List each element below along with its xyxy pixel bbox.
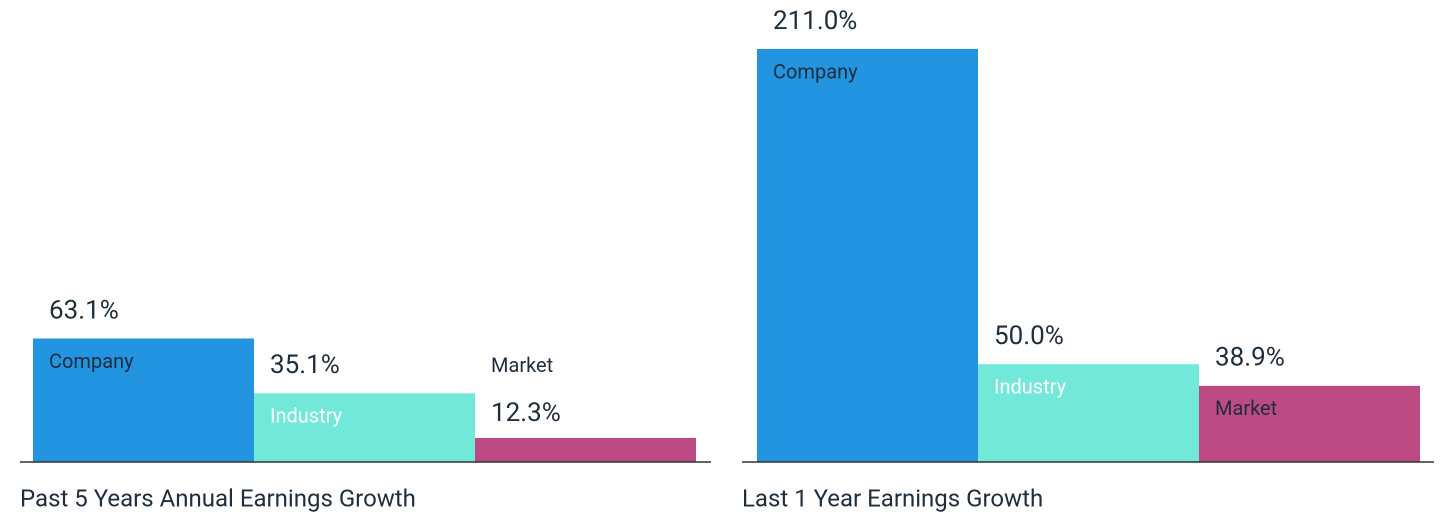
category-label: Market [1215, 396, 1277, 420]
category-label: Market [491, 353, 553, 377]
value-label: 63.1% [49, 295, 119, 325]
bar [1199, 385, 1420, 462]
chart-title: Last 1 Year Earnings Growth [742, 484, 1043, 512]
bar [475, 437, 696, 462]
value-label: 12.3% [491, 398, 561, 428]
bar [757, 49, 978, 462]
bar [33, 338, 254, 462]
chart-title: Past 5 Years Annual Earnings Growth [20, 484, 416, 512]
bar [978, 364, 1199, 462]
category-label: Industry [270, 404, 343, 428]
category-label: Company [773, 59, 858, 83]
value-label: 35.1% [270, 350, 340, 380]
category-label: Industry [994, 374, 1067, 398]
value-label: 38.9% [1215, 343, 1285, 373]
category-label: Company [49, 349, 134, 373]
value-label: 211.0% [773, 6, 857, 36]
bar [254, 393, 475, 462]
value-label: 50.0% [994, 321, 1064, 351]
